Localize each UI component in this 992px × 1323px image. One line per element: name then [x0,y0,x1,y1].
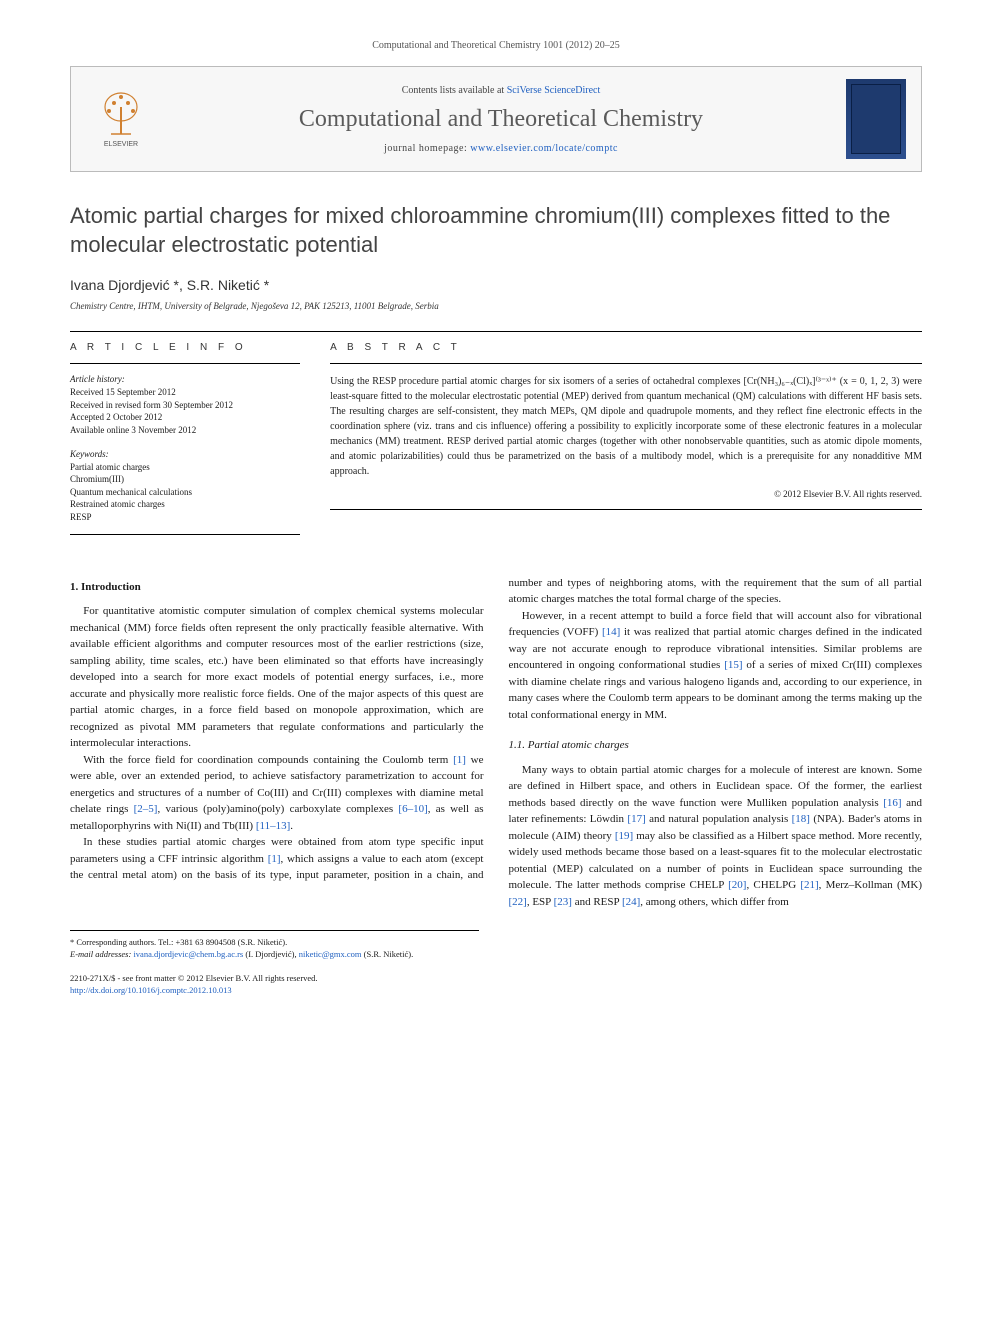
body-paragraph: For quantitative atomistic computer simu… [70,603,484,752]
email-link[interactable]: ivana.djordjevic@chem.bg.ac.rs [133,949,243,959]
divider [70,363,300,364]
section-heading-intro: 1. Introduction [70,579,484,596]
header-citation: Computational and Theoretical Chemistry … [70,40,922,51]
footnotes: * Corresponding authors. Tel.: +381 63 8… [70,930,479,961]
history-accepted: Accepted 2 October 2012 [70,411,300,424]
journal-cover-thumb [846,79,906,159]
history-label: Article history: [70,374,300,384]
divider [70,534,300,535]
ref-link[interactable]: [14] [602,626,620,638]
email-line: E-mail addresses: ivana.djordjevic@chem.… [70,949,479,961]
cover-image [851,84,901,154]
history-online: Available online 3 November 2012 [70,424,300,437]
journal-name: Computational and Theoretical Chemistry [156,106,846,133]
copyright: © 2012 Elsevier B.V. All rights reserved… [330,489,922,499]
keyword: Quantum mechanical calculations [70,486,300,499]
abstract-column: A B S T R A C T Using the RESP procedure… [330,342,922,544]
body-paragraph: With the force field for coordination co… [70,752,484,835]
text-span: , various (poly)amino(poly) carboxylate … [157,803,398,815]
text-span: With the force field for coordination co… [83,754,453,766]
article-title: Atomic partial charges for mixed chloroa… [70,202,922,259]
contents-line: Contents lists available at SciVerse Sci… [156,85,846,96]
text-span: . [290,820,293,832]
banner-center: Contents lists available at SciVerse Sci… [156,85,846,154]
body-paragraph: Many ways to obtain partial atomic charg… [509,762,923,911]
body-text: 1. Introduction For quantitative atomist… [70,575,922,911]
email-name: (S.R. Niketić). [362,949,414,959]
info-label: A R T I C L E I N F O [70,342,300,353]
ref-link[interactable]: [6–10] [398,803,427,815]
history-revised: Received in revised form 30 September 20… [70,399,300,412]
section-subheading: 1.1. Partial atomic charges [509,737,923,754]
ref-link[interactable]: [1] [268,853,281,865]
ref-link[interactable]: [17] [627,813,645,825]
affiliation: Chemistry Centre, IHTM, University of Be… [70,301,922,311]
ref-link[interactable]: [21] [800,879,818,891]
keyword: Partial atomic charges [70,461,300,474]
ref-link[interactable]: [11–13] [256,820,290,832]
info-abstract-row: A R T I C L E I N F O Article history: R… [70,342,922,544]
doi-link[interactable]: http://dx.doi.org/10.1016/j.comptc.2012.… [70,985,232,995]
text-span: , among others, which differ from [640,896,789,908]
text-span: , Merz–Kollman (MK) [819,879,922,891]
ref-link[interactable]: [20] [728,879,746,891]
front-matter: 2210-271X/$ - see front matter © 2012 El… [70,973,922,985]
text-span: and natural population analysis [646,813,792,825]
ref-link[interactable]: [2–5] [134,803,158,815]
abstract-text: Using the RESP procedure partial atomic … [330,374,922,479]
divider [330,509,922,510]
publisher-logo-box: ELSEVIER [86,89,156,149]
keyword: Restrained atomic charges [70,498,300,511]
homepage-line: journal homepage: www.elsevier.com/locat… [156,143,846,154]
corresponding-author: * Corresponding authors. Tel.: +381 63 8… [70,937,479,949]
keyword: RESP [70,511,300,524]
keywords-label: Keywords: [70,449,300,459]
ref-link[interactable]: [22] [509,896,527,908]
ref-link[interactable]: [16] [883,797,901,809]
body-paragraph: However, in a recent attempt to build a … [509,608,923,724]
text-span: and RESP [572,896,622,908]
ref-link[interactable]: [19] [615,830,633,842]
text-span: , ESP [527,896,554,908]
sciencedirect-link[interactable]: SciVerse ScienceDirect [507,85,601,96]
ref-link[interactable]: [15] [724,659,742,671]
homepage-prefix: journal homepage: [384,143,470,154]
ref-link[interactable]: [18] [792,813,810,825]
publisher-name: ELSEVIER [103,141,137,148]
divider [70,331,922,332]
page-footer: 2210-271X/$ - see front matter © 2012 El… [70,973,922,997]
email-label: E-mail addresses: [70,949,133,959]
journal-banner: ELSEVIER Contents lists available at Sci… [70,66,922,172]
ref-link[interactable]: [23] [554,896,572,908]
article-info-column: A R T I C L E I N F O Article history: R… [70,342,300,544]
contents-prefix: Contents lists available at [402,85,507,96]
email-name: (I. Djordjević), [243,949,298,959]
email-link[interactable]: niketic@gmx.com [299,949,362,959]
ref-link[interactable]: [1] [453,754,466,766]
text-span: Many ways to obtain partial atomic charg… [509,764,923,809]
text-span: , CHELPG [746,879,800,891]
keyword: Chromium(III) [70,473,300,486]
history-received: Received 15 September 2012 [70,386,300,399]
elsevier-tree-icon: ELSEVIER [94,89,149,149]
ref-link[interactable]: [24] [622,896,640,908]
abstract-label: A B S T R A C T [330,342,922,353]
authors-line: Ivana Djordjević *, S.R. Niketić * [70,277,922,293]
divider [330,363,922,364]
homepage-link[interactable]: www.elsevier.com/locate/comptc [470,143,618,154]
